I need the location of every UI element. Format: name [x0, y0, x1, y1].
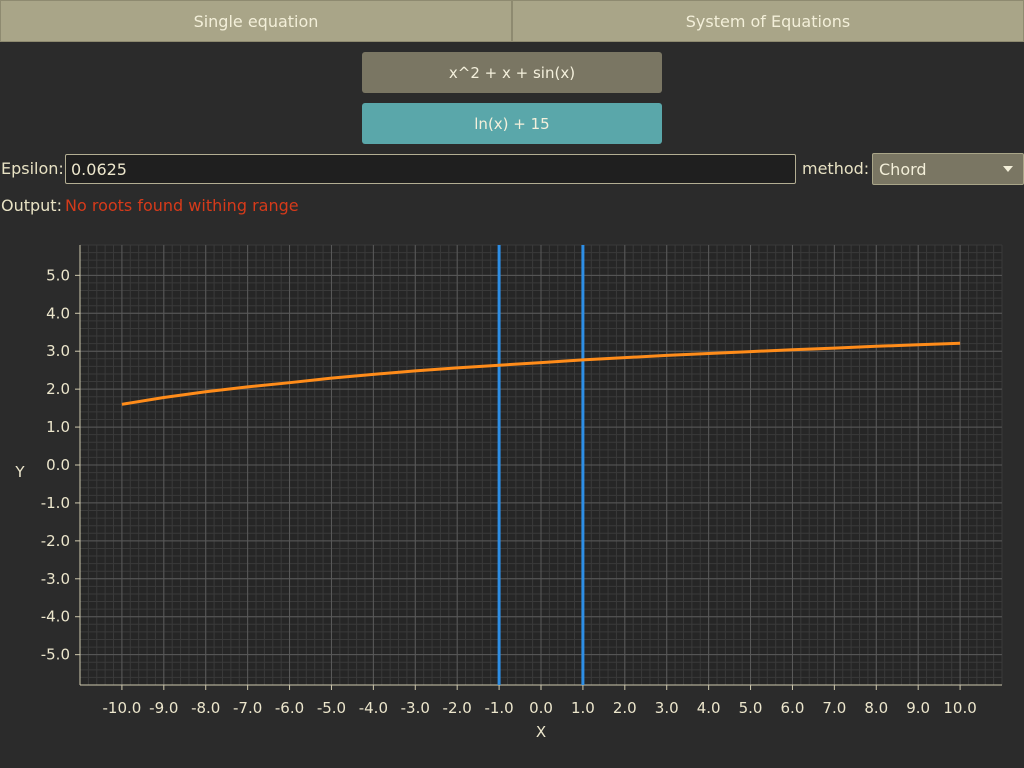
x-tick-label: -2.0	[443, 699, 472, 717]
x-tick-label: -3.0	[401, 699, 430, 717]
x-tick-label: -7.0	[233, 699, 262, 717]
x-ticks: -10.0 -9.0 -8.0 -7.0 -6.0 -5.0 -4.0 -3.0 -2.0 -1.…	[103, 685, 977, 717]
method-selected-value: Chord	[879, 159, 927, 179]
y-tick-label: 3.0	[46, 342, 70, 360]
y-tick-label: -2.0	[41, 532, 70, 550]
x-tick-label: 8.0	[864, 699, 888, 717]
chevron-down-icon	[1003, 166, 1013, 172]
x-tick-label: -10.0	[103, 699, 142, 717]
x-tick-label: 6.0	[781, 699, 805, 717]
y-ticks: 5.0 4.0 3.0 2.0 1.0 0.0 -1.0 -2.0 -3.0 -4.0 -5.0	[41, 266, 80, 664]
x-tick-label: -6.0	[275, 699, 304, 717]
plot-area[interactable]: -10.0 -9.0 -8.0 -7.0 -6.0 -5.0 -4.0 -3.0 -2.0 -1.…	[0, 230, 1024, 768]
y-tick-label: 0.0	[46, 456, 70, 474]
epsilon-input[interactable]	[65, 154, 796, 184]
y-tick-label: -3.0	[41, 570, 70, 588]
tab-system-of-equations[interactable]: System of Equations	[512, 0, 1024, 42]
x-tick-label: 0.0	[529, 699, 553, 717]
x-tick-label: -1.0	[484, 699, 513, 717]
x-tick-label: 3.0	[655, 699, 679, 717]
y-tick-label: 2.0	[46, 380, 70, 398]
output-value: No roots found withing range	[65, 196, 299, 215]
x-tick-label: 2.0	[613, 699, 637, 717]
series-line	[121, 341, 961, 406]
x-tick-label: 1.0	[571, 699, 595, 717]
x-tick-label: 9.0	[906, 699, 930, 717]
method-label: method:	[802, 159, 870, 178]
x-axis-label: X	[536, 723, 546, 741]
equation-button-2[interactable]: ln(x) + 15	[362, 103, 662, 144]
tab-single-equation[interactable]: Single equation	[0, 0, 512, 42]
x-tick-label: -5.0	[317, 699, 346, 717]
equation-button-1[interactable]: x^2 + x + sin(x)	[362, 52, 662, 93]
x-tick-label: 7.0	[822, 699, 846, 717]
y-tick-label: 1.0	[46, 418, 70, 436]
y-tick-label: -4.0	[41, 608, 70, 626]
tab-bar: Single equation System of Equations	[0, 0, 1024, 42]
y-tick-label: -5.0	[41, 646, 70, 664]
x-tick-label: -4.0	[359, 699, 388, 717]
output-label: Output:	[1, 196, 62, 215]
x-tick-label: -8.0	[191, 699, 220, 717]
range-lines	[497, 245, 585, 685]
series	[121, 341, 961, 406]
x-tick-label: 5.0	[739, 699, 763, 717]
major-grid	[80, 245, 1002, 685]
plot-svg: -10.0 -9.0 -8.0 -7.0 -6.0 -5.0 -4.0 -3.0 -2.0 -1.…	[14, 244, 1003, 741]
y-tick-label: -1.0	[41, 494, 70, 512]
epsilon-label: Epsilon:	[1, 159, 64, 178]
y-axis-label: Y	[14, 463, 25, 481]
y-tick-label: 5.0	[46, 266, 70, 284]
method-select[interactable]: Chord	[872, 153, 1024, 185]
x-tick-label: 4.0	[697, 699, 721, 717]
y-tick-label: 4.0	[46, 304, 70, 322]
x-tick-label: -9.0	[149, 699, 178, 717]
x-tick-label: 10.0	[943, 699, 976, 717]
